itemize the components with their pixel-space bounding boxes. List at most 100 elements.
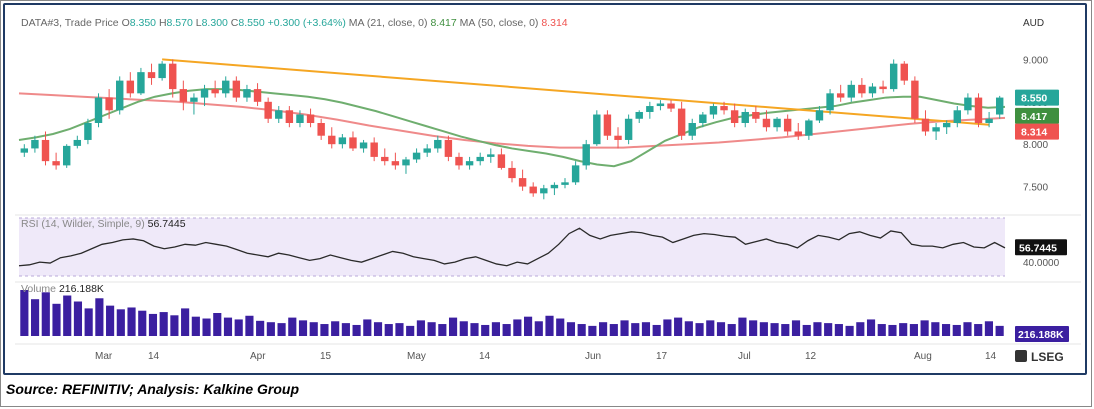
- volume-bar: [470, 323, 479, 336]
- candle-body: [985, 118, 993, 123]
- candle-body: [222, 80, 230, 94]
- volume-bar: [352, 324, 361, 336]
- candle-body: [94, 97, 103, 123]
- candle-body: [211, 89, 219, 94]
- candle-body: [116, 80, 124, 111]
- candle-body: [317, 123, 325, 136]
- svg-text:LSEG: LSEG: [1031, 350, 1064, 364]
- volume-bar: [223, 317, 233, 336]
- volume-bar: [116, 309, 125, 336]
- volume-bar: [298, 320, 308, 336]
- svg-text:8.314: 8.314: [1021, 127, 1047, 139]
- volume-bar: [974, 324, 983, 336]
- svg-text:8.417: 8.417: [1021, 111, 1047, 123]
- volume-bar: [866, 319, 876, 336]
- volume-bar: [813, 322, 822, 336]
- volume-bar: [245, 315, 254, 336]
- candle-body: [359, 142, 368, 149]
- volume-bar: [213, 313, 222, 336]
- volume-bar: [31, 299, 40, 336]
- candle-body: [126, 80, 135, 94]
- candle-body: [497, 154, 506, 168]
- chart-frame: 9.0008.5008.0007.500AUD8.5508.4178.31440…: [3, 3, 1087, 375]
- candle-body: [264, 101, 272, 119]
- x-tick-label: May: [407, 351, 426, 362]
- volume-bar: [984, 321, 993, 336]
- volume-bar: [620, 320, 629, 336]
- volume-bar: [588, 325, 597, 336]
- svg-text:216.188K: 216.188K: [1018, 329, 1064, 341]
- candle-body: [699, 114, 707, 123]
- candle-body: [20, 148, 29, 153]
- candle-body: [349, 137, 357, 149]
- volume-bar: [266, 322, 275, 336]
- candle-body: [423, 148, 431, 153]
- candle-body: [518, 178, 527, 187]
- rsi-line: [18, 227, 1006, 267]
- candle-body: [391, 161, 400, 166]
- volume-bar: [148, 313, 158, 336]
- volume-bar: [256, 320, 265, 336]
- candle-body: [752, 111, 760, 119]
- x-tick-label: Jul: [738, 351, 751, 362]
- candle-body: [826, 93, 834, 111]
- volume-bar: [288, 317, 297, 336]
- volume-bar: [513, 319, 522, 336]
- candle-body: [412, 152, 421, 160]
- x-tick-label: Apr: [250, 351, 266, 362]
- candle-body: [593, 114, 601, 145]
- volume-bar: [448, 317, 458, 336]
- candle-body: [974, 97, 983, 123]
- rsi-tick-label: 40.0000: [1023, 258, 1060, 269]
- svg-text:8.550: 8.550: [1021, 93, 1047, 105]
- price-tick-label: 7.500: [1023, 183, 1048, 194]
- candle-body: [529, 186, 537, 194]
- volume-bar: [331, 321, 340, 336]
- volume-bar: [170, 315, 179, 336]
- candle-body: [773, 118, 781, 128]
- candle-body: [667, 103, 675, 109]
- candle-body: [306, 114, 315, 123]
- candle-body: [381, 156, 389, 162]
- volume-bar: [534, 321, 543, 336]
- candle-body: [730, 110, 739, 123]
- volume-bar: [159, 312, 168, 336]
- candle-body: [338, 137, 347, 145]
- volume-bar: [706, 320, 715, 336]
- volume-bar: [491, 322, 500, 336]
- volume-bar: [384, 324, 393, 336]
- candle-body: [285, 110, 294, 123]
- price-tag: 8.417: [1015, 107, 1059, 124]
- rsi-legend: RSI (14, Wilder, Simple, 9) 56.7445: [21, 218, 186, 230]
- x-tick-label: Mar: [95, 351, 113, 362]
- candle-body: [328, 135, 336, 145]
- candle-body: [52, 161, 60, 166]
- volume-bar: [202, 318, 211, 336]
- chart-canvas[interactable]: 9.0008.5008.0007.500AUD8.5508.4178.31440…: [15, 14, 1081, 366]
- candle-body: [646, 106, 654, 112]
- volume-bar: [995, 325, 1004, 336]
- x-tick-label: 14: [985, 351, 997, 362]
- volume-bar: [20, 290, 29, 336]
- volume-bar: [770, 323, 779, 336]
- volume-bar: [759, 322, 768, 336]
- x-tick-label: 17: [656, 351, 668, 362]
- currency-label: AUD: [1023, 18, 1044, 29]
- volume-bar: [909, 324, 918, 336]
- rsi-band: [19, 218, 1005, 276]
- volume-bar: [438, 324, 447, 336]
- candle-body: [953, 110, 962, 123]
- volume-bar: [877, 324, 886, 336]
- volume-bar: [920, 320, 929, 336]
- candle-body: [635, 111, 643, 119]
- volume-bar: [845, 325, 854, 336]
- candle-body: [889, 63, 898, 90]
- candle-body: [370, 142, 378, 157]
- candle-body: [571, 165, 580, 183]
- candle-body: [84, 123, 92, 140]
- candle-body: [465, 161, 474, 166]
- volume-bar: [674, 317, 683, 336]
- volume-bar: [781, 324, 790, 336]
- volume-bar: [427, 322, 436, 336]
- candle-body: [847, 84, 855, 98]
